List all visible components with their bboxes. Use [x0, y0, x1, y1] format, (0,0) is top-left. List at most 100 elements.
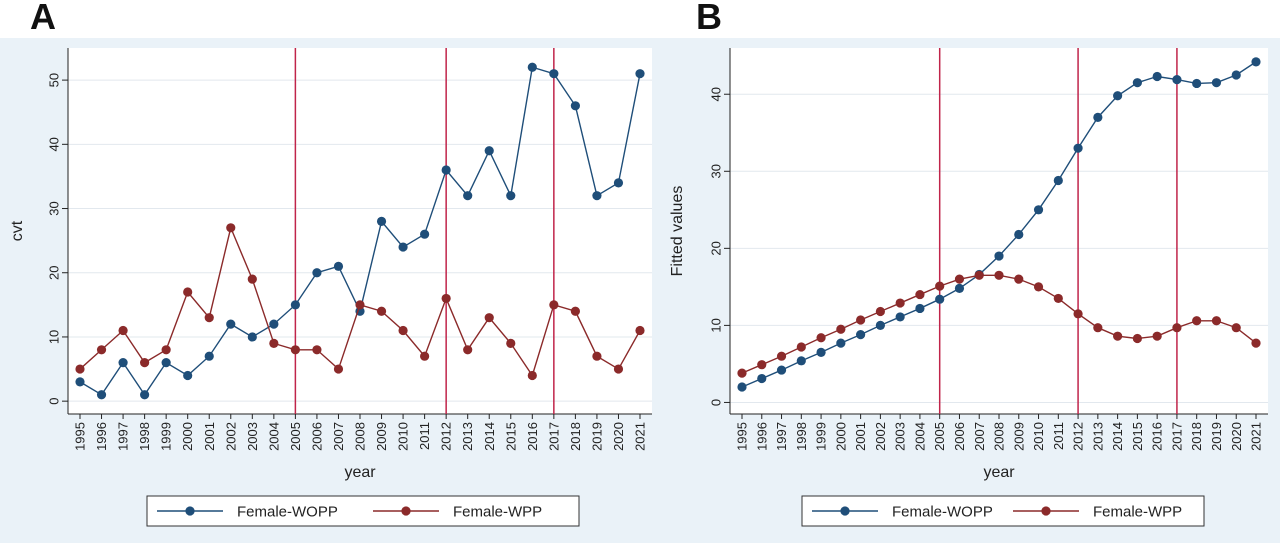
data-point — [613, 178, 624, 188]
x-tick-label: 2005 — [288, 422, 303, 451]
data-point — [290, 345, 300, 355]
x-tick-label: 2003 — [245, 422, 260, 451]
data-point — [1132, 78, 1142, 88]
legend-marker-1 — [1041, 506, 1051, 516]
panel-a: A 0 10 20 30 40 50 1995 1996 1997 1998 1999 2000 200… — [0, 0, 660, 543]
x-tick-label: 2012 — [1071, 422, 1086, 451]
y-tick-label: 0 — [709, 399, 724, 406]
data-point — [776, 365, 787, 375]
x-tick-label: 1998 — [794, 422, 809, 451]
data-point — [161, 358, 171, 368]
data-point — [816, 333, 826, 343]
data-point — [994, 251, 1004, 261]
data-point — [1231, 323, 1241, 333]
x-tick-label: 2011 — [417, 422, 432, 450]
data-point — [1093, 112, 1103, 122]
data-point — [737, 382, 747, 392]
y-tick-label: 40 — [709, 87, 724, 101]
data-point — [776, 351, 787, 361]
data-point — [1073, 309, 1083, 319]
data-point — [836, 324, 846, 334]
x-tick-label: 2009 — [1011, 422, 1026, 451]
legend: Female-WOPP Female-WPP — [146, 495, 580, 527]
data-point — [183, 287, 193, 297]
data-point — [204, 351, 214, 361]
data-point — [527, 62, 537, 72]
data-point — [796, 342, 806, 352]
x-tick-label: 2000 — [833, 422, 848, 451]
y-tick-label: 30 — [47, 201, 62, 215]
x-tick-label: 2001 — [853, 422, 868, 451]
data-point — [312, 268, 322, 278]
data-point — [592, 191, 602, 201]
x-tick-label: 1995 — [735, 422, 750, 451]
legend-label-1: Female-WPP — [453, 503, 542, 520]
x-tick-label: 1997 — [116, 422, 131, 451]
x-tick-label: 2016 — [1150, 422, 1165, 451]
data-point — [118, 325, 128, 336]
x-tick-label: 2017 — [546, 422, 561, 451]
data-point — [398, 242, 408, 252]
data-point — [895, 312, 905, 322]
x-tick-label: 2014 — [482, 422, 497, 451]
data-point — [1211, 316, 1222, 326]
x-tick-label: 1996 — [754, 422, 769, 451]
data-point — [527, 370, 537, 381]
plot-area — [68, 48, 652, 414]
data-point — [875, 320, 885, 330]
x-tick-label: 2010 — [1031, 422, 1046, 451]
y-tick-label: 50 — [47, 73, 62, 87]
data-point — [75, 377, 85, 387]
x-axis-title: year — [344, 464, 376, 481]
data-point — [484, 146, 494, 156]
data-point — [333, 364, 344, 374]
data-point — [1251, 338, 1261, 348]
x-tick-label: 2001 — [202, 422, 217, 451]
data-point — [75, 364, 85, 374]
data-point — [441, 165, 451, 175]
x-tick-label: 2007 — [331, 422, 346, 451]
data-point — [549, 69, 559, 79]
data-point — [1113, 91, 1123, 101]
panel-letter-b: B — [696, 0, 722, 37]
data-point — [994, 270, 1004, 280]
x-tick-label: 2003 — [893, 422, 908, 451]
x-tick-label: 2005 — [932, 422, 947, 451]
x-tick-label: 2006 — [309, 422, 324, 451]
x-tick-label: 2008 — [353, 422, 368, 451]
data-point — [1211, 78, 1222, 88]
panel-letter-a: A — [30, 0, 56, 37]
x-tick-label: 2019 — [589, 422, 604, 451]
data-point — [269, 338, 279, 348]
data-point — [570, 101, 580, 111]
legend-marker-1 — [401, 506, 411, 516]
data-point — [935, 281, 945, 291]
data-point — [1192, 316, 1202, 326]
y-axis-title: cvt — [9, 220, 26, 241]
x-tick-label: 2011 — [1051, 422, 1066, 450]
data-point — [1231, 70, 1241, 80]
data-point — [1152, 331, 1162, 341]
x-tick-label: 2000 — [180, 422, 195, 451]
data-point — [312, 345, 322, 355]
x-tick-label: 1997 — [774, 422, 789, 451]
data-point — [915, 289, 925, 300]
x-tick-label: 2021 — [1249, 422, 1264, 451]
data-point — [96, 345, 107, 355]
x-tick-label: 2020 — [1229, 422, 1244, 451]
data-point — [954, 283, 965, 294]
data-point — [1172, 323, 1182, 333]
data-point — [204, 313, 214, 323]
data-point — [635, 325, 645, 336]
legend-label-1: Female-WPP — [1093, 503, 1182, 520]
x-tick-label: 2007 — [972, 422, 987, 451]
data-point — [1172, 74, 1182, 85]
y-tick-label: 40 — [47, 137, 62, 151]
data-point — [1113, 331, 1123, 341]
x-tick-label: 1998 — [137, 422, 152, 451]
data-point — [118, 358, 128, 368]
y-tick-label: 10 — [47, 330, 62, 344]
x-tick-label: 2015 — [1130, 422, 1145, 451]
x-tick-label: 2015 — [503, 422, 518, 451]
data-point — [420, 229, 430, 239]
